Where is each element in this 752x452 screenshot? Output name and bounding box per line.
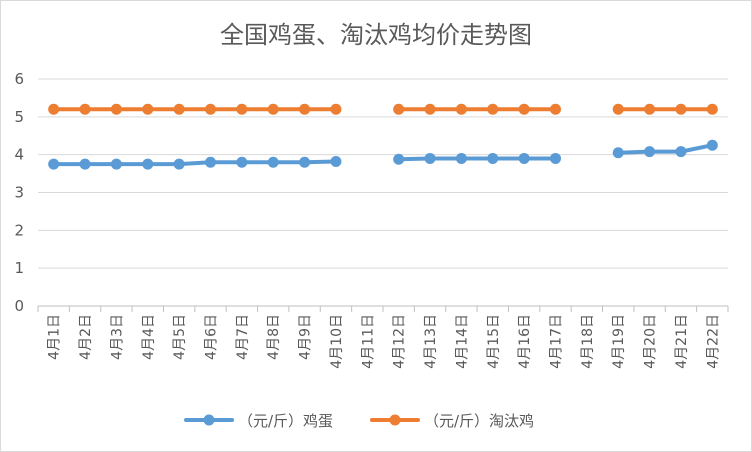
x-tick-label: 4月7日 xyxy=(235,314,251,360)
data-point xyxy=(142,158,154,170)
data-point xyxy=(675,103,687,115)
x-tick-label: 4月18日 xyxy=(580,314,596,369)
data-point xyxy=(299,103,311,115)
x-tick-label: 4月15日 xyxy=(486,314,502,369)
y-tick-label: 2 xyxy=(14,221,24,239)
x-tick-label: 4月4日 xyxy=(141,314,157,360)
x-axis-ticks: 4月1日 4月2日 4月3日 4月4日 4月5日 4月6日 4月7日 4月8日 4月9日 4月10… xyxy=(47,314,722,369)
data-point xyxy=(487,152,499,164)
data-point xyxy=(236,156,248,168)
legend-label: （元/斤）淘汰鸡 xyxy=(424,412,534,430)
data-point xyxy=(267,156,279,168)
data-point xyxy=(424,103,436,115)
x-axis xyxy=(37,305,729,312)
legend-swatch-marker xyxy=(389,414,401,426)
data-point xyxy=(455,152,467,164)
y-tick-label: 6 xyxy=(14,70,24,88)
data-point xyxy=(236,103,248,115)
data-point xyxy=(518,103,530,115)
x-tick-label: 4月14日 xyxy=(454,314,470,369)
x-tick-label: 4月13日 xyxy=(423,314,439,369)
y-tick-label: 1 xyxy=(14,259,24,277)
data-point xyxy=(142,103,154,115)
x-tick-label: 4月11日 xyxy=(360,314,376,369)
x-tick-label: 4月19日 xyxy=(611,314,627,369)
x-tick-label: 4月1日 xyxy=(47,314,63,360)
x-tick-label: 4月12日 xyxy=(392,314,408,369)
y-tick-label: 0 xyxy=(14,297,24,315)
data-point xyxy=(110,103,122,115)
data-point xyxy=(110,158,122,170)
data-point xyxy=(455,103,467,115)
data-point xyxy=(173,158,185,170)
data-point xyxy=(644,103,656,115)
y-tick-label: 3 xyxy=(14,184,24,202)
x-tick-label: 4月16日 xyxy=(517,314,533,369)
legend-item: （元/斤）鸡蛋 xyxy=(184,412,333,430)
data-point xyxy=(393,153,405,165)
x-tick-label: 4月6日 xyxy=(204,314,220,360)
gridlines xyxy=(38,78,728,269)
legend-swatch-marker xyxy=(203,414,215,426)
chart-title: 全国鸡蛋、淘汰鸡均价走势图 xyxy=(220,21,532,49)
data-point xyxy=(79,158,91,170)
x-tick-label: 4月10日 xyxy=(329,314,345,369)
x-tick-label: 4月9日 xyxy=(298,314,314,360)
series-0 xyxy=(48,139,718,170)
data-point xyxy=(299,156,311,168)
x-tick-label: 4月21日 xyxy=(674,314,690,369)
data-point xyxy=(675,146,687,158)
series-line xyxy=(51,159,338,167)
legend: （元/斤）鸡蛋 （元/斤）淘汰鸡 xyxy=(184,412,534,430)
data-point xyxy=(330,155,342,167)
data-point xyxy=(393,103,405,115)
data-point xyxy=(612,103,624,115)
data-point xyxy=(173,103,185,115)
data-point xyxy=(550,152,561,164)
data-point xyxy=(267,103,279,115)
series-line xyxy=(396,156,558,162)
series-group xyxy=(48,103,718,170)
data-point xyxy=(79,103,91,115)
y-tick-label: 4 xyxy=(14,146,24,164)
data-point xyxy=(330,103,342,115)
legend-label: （元/斤）鸡蛋 xyxy=(238,412,333,430)
y-tick-label: 5 xyxy=(14,108,24,126)
data-point xyxy=(487,103,499,115)
data-point xyxy=(706,139,718,151)
data-point xyxy=(205,156,216,168)
legend-item: （元/斤）淘汰鸡 xyxy=(370,412,534,430)
x-tick-label: 4月22日 xyxy=(705,314,721,369)
data-point xyxy=(48,103,60,115)
data-point xyxy=(205,103,216,115)
data-point xyxy=(424,152,436,164)
x-tick-label: 4月3日 xyxy=(109,314,125,360)
x-tick-label: 4月2日 xyxy=(78,314,94,360)
x-tick-label: 4月20日 xyxy=(643,314,659,369)
data-point xyxy=(706,103,718,115)
series-line xyxy=(616,143,715,155)
data-point xyxy=(550,103,561,115)
x-tick-label: 4月17日 xyxy=(549,314,565,369)
x-tick-label: 4月5日 xyxy=(172,314,188,360)
data-point xyxy=(518,152,530,164)
data-point xyxy=(48,158,60,170)
series-1 xyxy=(48,103,718,115)
y-axis-ticks: 0 1 2 3 4 5 6 xyxy=(14,70,24,315)
data-point xyxy=(644,146,656,158)
x-tick-label: 4月8日 xyxy=(266,314,282,360)
data-point xyxy=(612,147,624,159)
